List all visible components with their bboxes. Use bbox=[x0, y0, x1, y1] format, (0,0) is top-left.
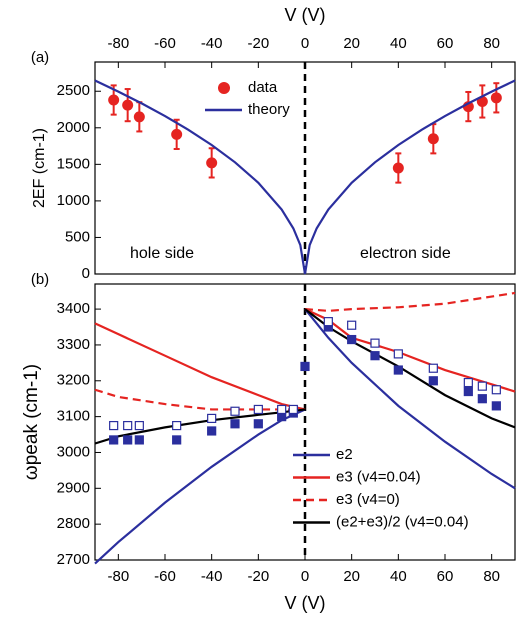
marker bbox=[463, 377, 473, 388]
x-tick-label: 60 bbox=[437, 35, 454, 52]
marker bbox=[370, 338, 380, 348]
y-tick-label: 3300 bbox=[57, 336, 90, 353]
annotation: hole side bbox=[130, 245, 194, 262]
marker bbox=[253, 404, 263, 415]
y-tick-label: 3400 bbox=[57, 300, 90, 317]
y-tick-label: 2500 bbox=[57, 82, 90, 99]
marker bbox=[392, 162, 404, 174]
line bbox=[304, 291, 516, 312]
y-tick-label: 2800 bbox=[57, 515, 90, 532]
marker bbox=[463, 386, 473, 397]
x-tick-label: -20 bbox=[247, 568, 269, 585]
y-tick-label: 1500 bbox=[57, 155, 90, 172]
line bbox=[94, 79, 516, 275]
marker bbox=[108, 94, 120, 106]
marker bbox=[230, 406, 240, 416]
marker bbox=[477, 394, 487, 404]
marker bbox=[428, 363, 438, 373]
x-tick-label: 60 bbox=[437, 568, 454, 585]
marker bbox=[393, 365, 403, 375]
x-axis-label: V (V) bbox=[284, 593, 325, 613]
marker bbox=[370, 351, 380, 361]
y-tick-label: 3000 bbox=[57, 443, 90, 460]
x-tick-label: -80 bbox=[107, 568, 129, 585]
x-tick-label: 0 bbox=[301, 35, 309, 52]
marker bbox=[122, 99, 134, 111]
y-tick-label: 500 bbox=[65, 228, 90, 245]
panel-label: (a) bbox=[31, 49, 49, 66]
marker bbox=[123, 435, 133, 445]
y-axis-label: ωpeak (cm-1) bbox=[21, 364, 42, 480]
x-axis-label: V (V) bbox=[284, 5, 325, 25]
y-axis-label: 2EF (cm-1) bbox=[31, 128, 48, 208]
x-tick-label: -80 bbox=[107, 35, 129, 52]
x-tick-label: 20 bbox=[343, 568, 360, 585]
marker bbox=[323, 317, 333, 327]
x-tick-label: 20 bbox=[343, 35, 360, 52]
marker bbox=[123, 420, 133, 431]
marker bbox=[477, 381, 487, 391]
marker bbox=[490, 92, 502, 104]
marker bbox=[347, 320, 357, 330]
x-tick-label: 40 bbox=[390, 568, 407, 585]
marker bbox=[134, 435, 144, 445]
line bbox=[94, 322, 306, 411]
x-tick-label: -20 bbox=[247, 35, 269, 52]
x-tick-label: -40 bbox=[201, 568, 223, 585]
marker bbox=[300, 361, 310, 372]
legend-key bbox=[218, 82, 230, 94]
x-tick-label: 40 bbox=[390, 35, 407, 52]
legend-label: e2 bbox=[336, 446, 353, 463]
line bbox=[94, 388, 305, 411]
y-tick-label: 2700 bbox=[57, 551, 90, 568]
marker bbox=[230, 419, 240, 429]
marker bbox=[288, 404, 298, 415]
line bbox=[94, 408, 306, 565]
y-tick-label: 0 bbox=[82, 265, 90, 282]
marker bbox=[277, 404, 287, 415]
x-tick-label: 80 bbox=[483, 35, 500, 52]
annotation: electron side bbox=[360, 245, 451, 262]
legend-label: e3 (v4=0.04) bbox=[336, 468, 421, 485]
marker bbox=[491, 385, 501, 395]
line bbox=[304, 308, 516, 490]
marker bbox=[133, 111, 145, 123]
x-tick-label: -60 bbox=[154, 35, 176, 52]
marker bbox=[172, 435, 182, 445]
marker bbox=[428, 376, 438, 386]
legend-label: (e2+e3)/2 (v4=0.04) bbox=[336, 513, 469, 530]
legend-label: theory bbox=[248, 101, 290, 118]
y-tick-label: 2000 bbox=[57, 119, 90, 136]
y-tick-label: 3200 bbox=[57, 372, 90, 389]
marker bbox=[253, 419, 263, 429]
line bbox=[304, 308, 516, 393]
marker bbox=[172, 420, 182, 431]
x-tick-label: 0 bbox=[301, 568, 309, 585]
y-tick-label: 2900 bbox=[57, 479, 90, 496]
marker bbox=[491, 401, 501, 411]
x-tick-label: -40 bbox=[201, 35, 223, 52]
panel-label: (b) bbox=[31, 271, 49, 288]
x-tick-label: -60 bbox=[154, 568, 176, 585]
marker bbox=[427, 133, 439, 145]
marker bbox=[347, 334, 357, 345]
x-tick-label: 80 bbox=[483, 568, 500, 585]
legend-label: e3 (v4=0) bbox=[336, 491, 400, 508]
legend-label: data bbox=[248, 79, 278, 96]
marker bbox=[393, 349, 403, 359]
marker bbox=[171, 128, 183, 140]
y-tick-label: 1000 bbox=[57, 192, 90, 209]
marker bbox=[109, 435, 119, 445]
marker bbox=[207, 413, 217, 424]
marker bbox=[109, 420, 119, 431]
marker bbox=[207, 426, 217, 436]
y-tick-label: 3100 bbox=[57, 408, 90, 425]
marker bbox=[206, 157, 218, 169]
marker bbox=[134, 420, 144, 431]
